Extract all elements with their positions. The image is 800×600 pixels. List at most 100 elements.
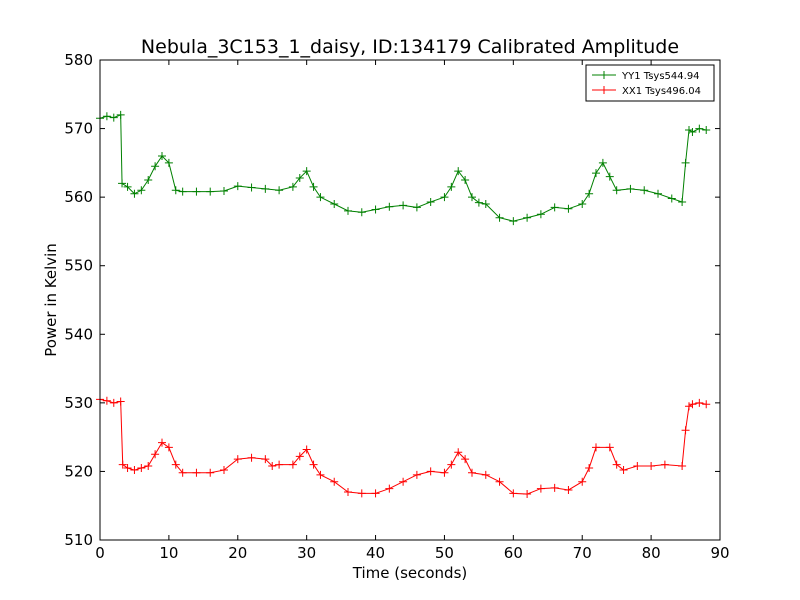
data-point (585, 189, 594, 198)
data-point (681, 426, 690, 435)
data-point (102, 396, 111, 405)
data-point (123, 182, 132, 191)
data-point (685, 402, 693, 411)
data-point (309, 460, 318, 469)
data-point (164, 158, 173, 167)
data-point (171, 460, 180, 469)
data-point (678, 461, 687, 470)
data-point (116, 110, 125, 119)
data-point (702, 400, 711, 409)
data-point (261, 455, 270, 464)
data-point (158, 152, 166, 160)
data-point (678, 197, 687, 206)
data-point (158, 438, 166, 447)
data-point (426, 467, 435, 476)
data-point (330, 200, 339, 208)
legend-marker (600, 71, 608, 79)
data-point (309, 182, 318, 191)
data-point (688, 128, 697, 136)
data-point (164, 443, 173, 452)
data-point (288, 182, 297, 191)
legend-label: XX1 Tsys496.04 (622, 86, 701, 97)
data-point (440, 468, 449, 477)
data-point (647, 461, 656, 470)
data-point (454, 167, 463, 176)
x-tick-label: 60 (504, 544, 523, 562)
legend-entry: YY1 Tsys544.94 (592, 71, 700, 82)
data-point (495, 477, 504, 486)
data-point (118, 179, 127, 188)
data-point (171, 186, 180, 195)
data-point (192, 468, 201, 477)
data-point (118, 460, 127, 469)
data-point (468, 468, 476, 477)
data-point (295, 173, 304, 182)
legend-marker (600, 86, 608, 94)
data-point (654, 189, 662, 198)
data-point (178, 187, 187, 196)
data-point (206, 468, 215, 477)
data-point (130, 189, 139, 198)
data-point (447, 460, 456, 469)
data-point (412, 203, 421, 212)
data-point (268, 461, 277, 470)
data-point (605, 443, 614, 452)
data-point (564, 204, 573, 213)
data-point (261, 184, 270, 193)
data-point (536, 210, 545, 219)
data-point (474, 198, 483, 207)
legend-label: YY1 Tsys544.94 (621, 71, 700, 82)
series-2 (96, 395, 711, 499)
y-tick-label: 580 (64, 51, 93, 69)
data-point (330, 477, 339, 486)
x-tick-label: 80 (642, 544, 661, 562)
data-point (233, 182, 242, 191)
data-point (371, 205, 380, 214)
data-point (151, 162, 160, 171)
data-point (302, 167, 311, 176)
data-point (685, 125, 693, 134)
data-point (385, 202, 394, 211)
data-point (220, 186, 228, 195)
data-point (412, 470, 421, 479)
data-point (344, 206, 352, 215)
data-point (523, 213, 532, 222)
data-point (247, 453, 256, 462)
data-point (233, 455, 242, 464)
data-point (667, 194, 676, 203)
data-point (137, 464, 146, 472)
data-point (385, 484, 394, 493)
x-tick-label: 90 (710, 544, 729, 562)
data-point (468, 193, 476, 202)
data-point (695, 398, 704, 407)
data-point (695, 124, 704, 133)
data-point (123, 464, 132, 472)
data-point (447, 182, 456, 191)
data-point (550, 483, 559, 492)
data-point (688, 400, 697, 409)
y-tick-label: 560 (64, 188, 93, 206)
data-point (302, 445, 311, 454)
data-point (151, 450, 160, 459)
data-point (295, 452, 304, 461)
data-point (640, 186, 649, 195)
data-point (461, 455, 470, 464)
data-point (592, 169, 600, 178)
data-point (702, 125, 711, 134)
data-point (626, 184, 635, 193)
legend-entry: XX1 Tsys496.04 (592, 86, 701, 97)
data-point (598, 158, 607, 167)
x-tick-label: 20 (228, 544, 247, 562)
data-point (371, 489, 380, 498)
data-point (454, 448, 463, 457)
y-tick-label: 530 (64, 394, 93, 412)
data-point (523, 490, 532, 499)
data-point (585, 464, 594, 472)
x-tick-label: 30 (297, 544, 316, 562)
series-1 (96, 110, 711, 226)
data-point (481, 200, 490, 208)
data-point (578, 477, 587, 486)
data-point (399, 201, 408, 210)
data-point (275, 460, 284, 469)
y-tick-label: 520 (64, 462, 93, 480)
